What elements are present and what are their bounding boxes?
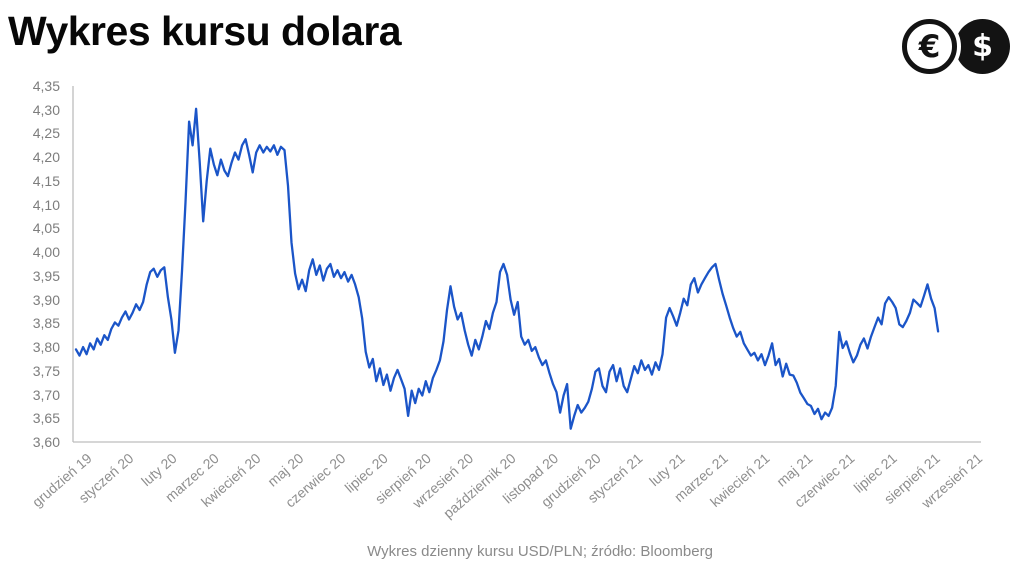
- y-axis-tick-label: 3,60: [32, 434, 60, 450]
- y-axis-tick-label: 4,20: [32, 149, 60, 166]
- y-axis-tick-label: 3,70: [32, 386, 60, 403]
- y-axis-tick-label: 4,10: [32, 196, 60, 213]
- y-axis-tick-label: 3,80: [32, 339, 60, 356]
- y-axis-tick-label: 3,85: [32, 315, 60, 332]
- y-axis-tick-label: 4,25: [32, 125, 60, 142]
- y-axis-tick-label: 3,75: [32, 362, 60, 379]
- euro-symbol: €: [918, 28, 941, 65]
- euro-coin-icon: €: [902, 19, 957, 74]
- currency-icons: $ €: [900, 18, 1015, 76]
- y-axis-tick-label: 3,90: [32, 291, 60, 308]
- y-axis-tick-label: 4,15: [32, 172, 60, 189]
- y-axis-tick-label: 4,00: [32, 244, 60, 261]
- usdpln-price-line: [74, 107, 940, 430]
- y-axis-tick-label: 4,35: [32, 78, 60, 94]
- dollar-coin-icon: $: [955, 19, 1010, 74]
- y-axis-tick-label: 4,05: [32, 220, 60, 237]
- chart-caption: Wykres dzienny kursu USD/PLN; źródło: Bl…: [367, 543, 713, 560]
- y-axis-tick-label: 3,65: [32, 410, 60, 427]
- y-axis-tick-label: 3,95: [32, 267, 60, 284]
- page-title: Wykres kursu dolara: [8, 8, 402, 54]
- y-axis-tick-label: 4,30: [32, 101, 60, 118]
- dollar-symbol: $: [972, 29, 993, 64]
